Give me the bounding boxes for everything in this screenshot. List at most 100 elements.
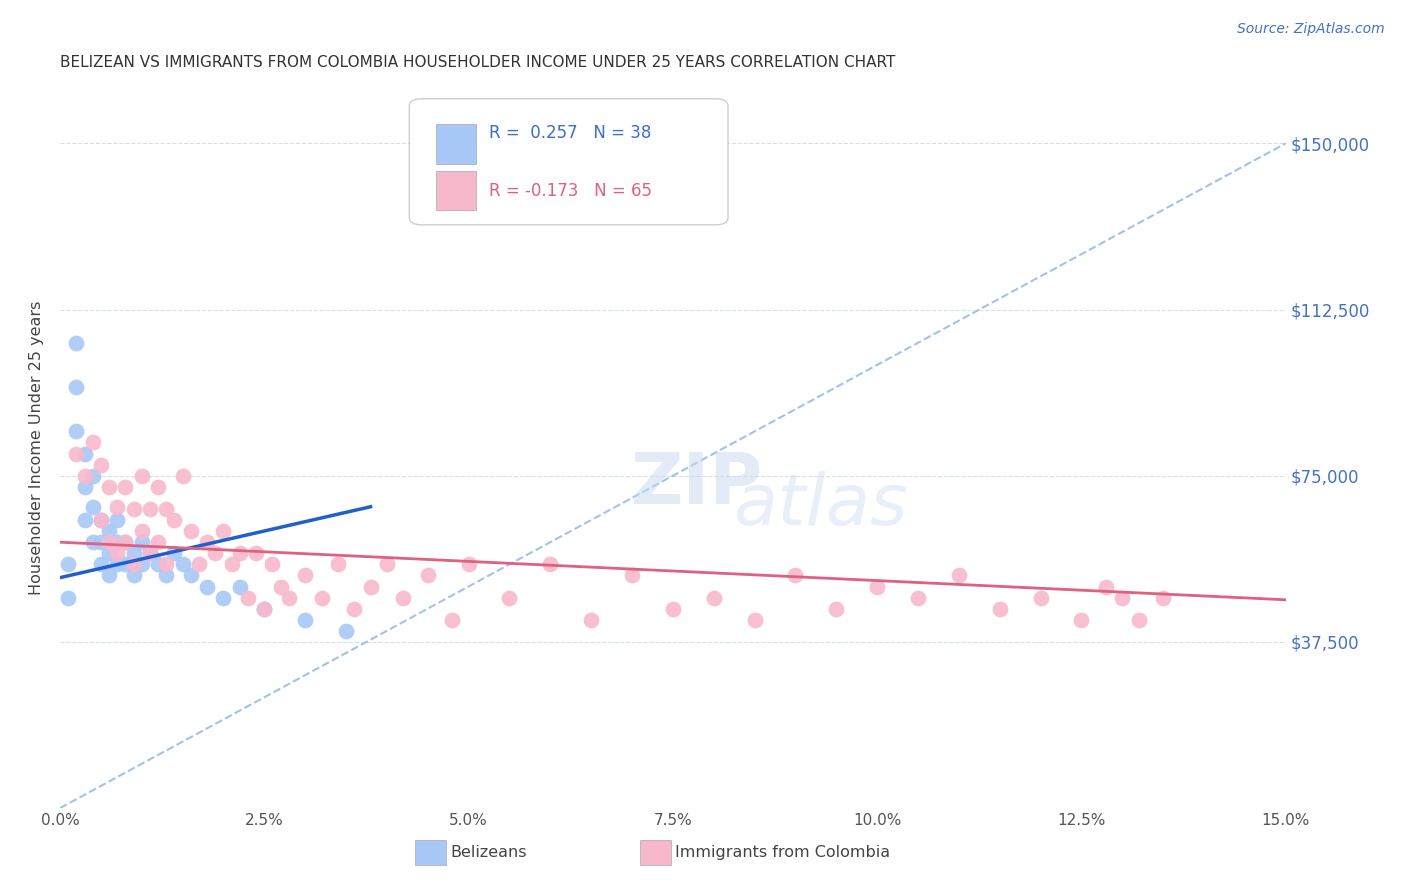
Point (270, 580, 292, 594)
Point (212, 524, 235, 538)
Point (82, 468, 104, 483)
Point (948, 568, 970, 582)
FancyBboxPatch shape (436, 170, 475, 211)
Point (204, 546, 226, 560)
Text: ZIP: ZIP (631, 450, 763, 518)
Point (105, 535, 128, 549)
Point (146, 558, 169, 572)
Point (82, 500, 104, 514)
Point (163, 513, 186, 527)
Point (1070, 613, 1092, 627)
Point (1128, 613, 1150, 627)
Point (90, 558, 112, 572)
Point (98, 568, 121, 582)
Point (90, 458, 112, 472)
Point (82, 435, 104, 450)
Point (122, 558, 145, 572)
Point (98, 524, 121, 538)
Point (90, 535, 112, 549)
Point (416, 568, 439, 582)
Point (131, 524, 153, 538)
Point (139, 546, 162, 560)
Point (122, 568, 145, 582)
Point (105, 558, 128, 572)
Point (703, 591, 725, 605)
Point (139, 502, 162, 516)
Point (229, 580, 252, 594)
Point (335, 624, 357, 638)
Point (90, 513, 112, 527)
Point (253, 601, 276, 615)
Point (114, 535, 136, 549)
Point (195, 580, 218, 594)
Point (277, 591, 299, 605)
Text: Belizeans: Belizeans (450, 846, 526, 860)
Point (538, 558, 561, 572)
Text: Source: ZipAtlas.com: Source: ZipAtlas.com (1237, 22, 1385, 37)
Point (155, 502, 177, 516)
Point (392, 591, 415, 605)
Text: R = -0.173   N = 65: R = -0.173 N = 65 (489, 182, 652, 200)
Point (988, 601, 1011, 615)
FancyBboxPatch shape (409, 99, 728, 225)
Point (457, 558, 479, 572)
Point (114, 480, 136, 494)
Point (155, 558, 177, 572)
Point (1152, 591, 1174, 605)
Point (785, 568, 807, 582)
Point (131, 558, 153, 572)
Point (146, 480, 169, 494)
Text: R =  0.257   N = 38: R = 0.257 N = 38 (489, 124, 651, 142)
Point (212, 591, 235, 605)
Point (131, 535, 153, 549)
Point (236, 591, 259, 605)
Point (105, 546, 128, 560)
Point (866, 580, 889, 594)
Point (498, 591, 520, 605)
Point (262, 558, 284, 572)
Point (343, 601, 366, 615)
Point (744, 613, 766, 627)
Point (65, 446, 87, 460)
Point (73, 468, 96, 483)
Point (294, 613, 316, 627)
Point (172, 558, 194, 572)
Point (122, 502, 145, 516)
Point (180, 568, 202, 582)
Point (662, 601, 685, 615)
Point (73, 480, 96, 494)
Point (65, 380, 87, 394)
Point (146, 535, 169, 549)
Point (187, 558, 209, 572)
Point (98, 480, 121, 494)
Point (82, 535, 104, 549)
Point (907, 591, 929, 605)
Point (90, 513, 112, 527)
Point (360, 580, 382, 594)
Point (155, 568, 177, 582)
Point (98, 535, 121, 549)
Point (114, 558, 136, 572)
Point (375, 558, 398, 572)
Point (73, 446, 96, 460)
Point (98, 546, 121, 560)
Point (441, 613, 464, 627)
Point (163, 546, 186, 560)
Text: atlas: atlas (733, 471, 907, 541)
Point (579, 613, 602, 627)
Point (825, 601, 848, 615)
Point (65, 335, 87, 350)
Point (195, 535, 218, 549)
Point (311, 591, 333, 605)
Text: Immigrants from Colombia: Immigrants from Colombia (675, 846, 890, 860)
Point (294, 568, 316, 582)
Point (253, 601, 276, 615)
Point (114, 535, 136, 549)
Point (1095, 580, 1118, 594)
Point (122, 546, 145, 560)
Point (58, 558, 80, 572)
Point (65, 425, 87, 439)
Point (229, 546, 252, 560)
Point (245, 546, 267, 560)
Point (172, 468, 194, 483)
